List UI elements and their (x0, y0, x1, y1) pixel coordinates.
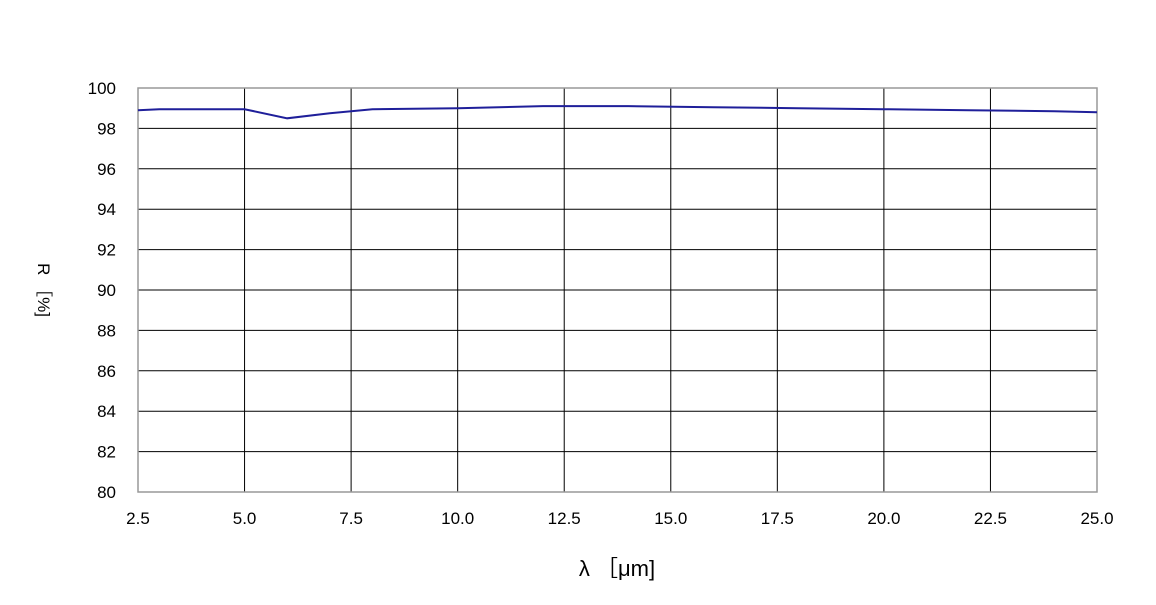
x-tick-label: 10.0 (441, 509, 474, 528)
x-tick-label: 15.0 (654, 509, 687, 528)
y-tick-label: 94 (97, 200, 116, 219)
y-tick-label: 96 (97, 160, 116, 179)
y-tick-label: 100 (88, 79, 116, 98)
x-tick-label: 12.5 (548, 509, 581, 528)
x-axis-label: λ ［μm] (579, 556, 655, 581)
x-tick-label: 17.5 (761, 509, 794, 528)
y-tick-label: 90 (97, 281, 116, 300)
y-tick-label: 84 (97, 402, 116, 421)
y-tick-label: 88 (97, 321, 116, 340)
series-line (138, 106, 1097, 118)
y-tick-label: 82 (97, 443, 116, 462)
x-tick-label: 22.5 (974, 509, 1007, 528)
x-tick-label: 5.0 (233, 509, 257, 528)
x-tick-label: 7.5 (339, 509, 363, 528)
y-tick-label: 92 (97, 241, 116, 260)
x-tick-label: 2.5 (126, 509, 150, 528)
y-tick-label: 86 (97, 362, 116, 381)
y-tick-label: 80 (97, 483, 116, 502)
y-tick-label: 98 (97, 119, 116, 138)
y-axis-label: R ［%] (34, 263, 53, 317)
x-tick-label: 25.0 (1080, 509, 1113, 528)
x-tick-label: 20.0 (867, 509, 900, 528)
